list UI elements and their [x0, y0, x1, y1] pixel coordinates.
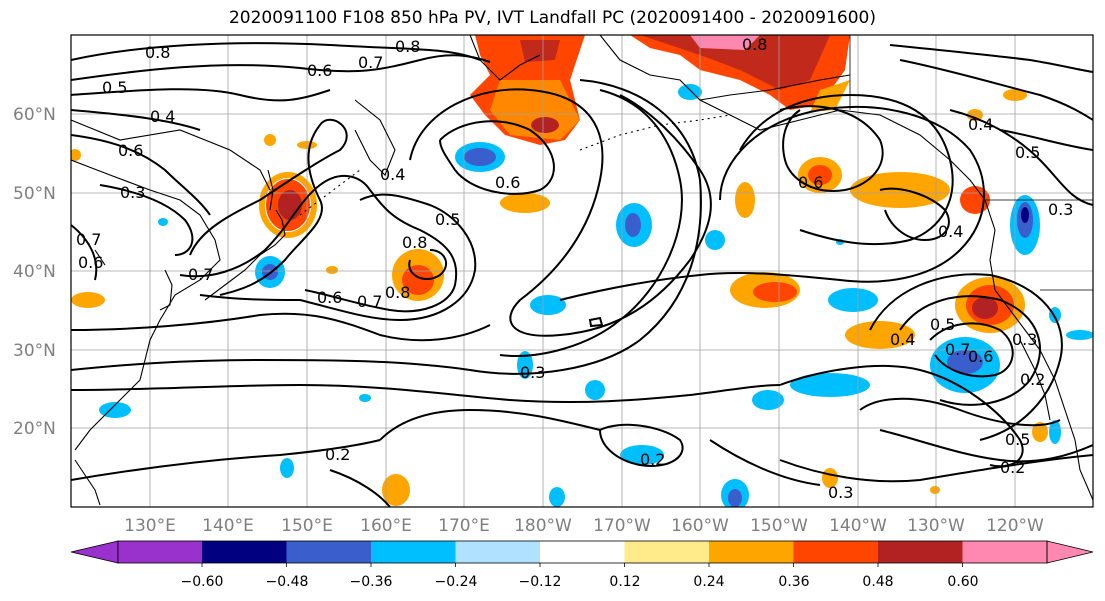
plot-area: 0.8 0.6 0.5 0.4 0.6 0.3 0.7 0.4 0.6 0.7 … — [71, 35, 1093, 507]
contour-label: 0.5 — [1005, 430, 1030, 449]
contour-label: 0.8 — [742, 35, 767, 54]
graticule — [71, 35, 1093, 507]
map-title: 2020091100 F108 850 hPa PV, IVT Landfall… — [228, 8, 876, 28]
colorbar-tick-label: 0.60 — [947, 574, 978, 590]
contour-label: 0.4 — [968, 115, 993, 134]
contour-label: 0.3 — [520, 363, 545, 382]
contour-label: 0.2 — [325, 445, 350, 464]
lon-label: 170°W — [593, 516, 651, 536]
contour-label: 0.2 — [640, 450, 665, 469]
pv-contours — [71, 42, 1093, 507]
lon-label: 130°W — [907, 516, 965, 536]
lon-axis: 130°E 140°E 150°E 160°E 170°E 180°W 170°… — [124, 516, 1044, 536]
colorbar-segment — [540, 541, 625, 563]
lon-label: 170°E — [438, 516, 490, 536]
colorbar-segment — [962, 541, 1047, 563]
contour-label: 0.7 — [76, 230, 101, 249]
lon-label: 150°W — [750, 516, 808, 536]
lon-label: 140°W — [829, 516, 887, 536]
lon-label: 140°E — [202, 516, 254, 536]
contour-label: 0.3 — [120, 183, 145, 202]
colorbar-tick-label: 0.48 — [862, 574, 893, 590]
lon-label: 130°E — [124, 516, 176, 536]
contour-label: 0.6 — [798, 173, 823, 192]
colorbar-extend-high — [1046, 540, 1094, 564]
contour-label: 0.7 — [358, 53, 383, 72]
contour-label: 0.2 — [1020, 370, 1045, 389]
colorbar-tick-label: 0.36 — [778, 574, 809, 590]
contour-label: 0.8 — [145, 43, 170, 62]
lon-label: 150°E — [281, 516, 333, 536]
colorbar-tick-label: −0.60 — [181, 574, 224, 590]
lon-label: 160°W — [671, 516, 729, 536]
contour-label: 0.4 — [938, 222, 963, 241]
colorbar-segment — [455, 541, 541, 563]
contour-label: 0.8 — [395, 37, 420, 56]
colorbar-tick-label: −0.36 — [350, 574, 393, 590]
contour-label: 0.6 — [968, 347, 993, 366]
contour-label: 0.5 — [1015, 143, 1040, 162]
colorbar-segment — [118, 541, 202, 563]
colorbar-tick-label: −0.24 — [435, 574, 478, 590]
contour-labels: 0.8 0.6 0.5 0.4 0.6 0.3 0.7 0.4 0.6 0.7 … — [76, 35, 1073, 502]
lat-label: 60°N — [13, 105, 56, 125]
lon-label: 160°E — [360, 516, 412, 536]
colorbar-segment — [709, 541, 794, 563]
contour-label: 0.6 — [317, 288, 342, 307]
contour-label: 0.7 — [188, 265, 213, 284]
colorbar-segment — [624, 541, 710, 563]
lon-label: 180°W — [514, 516, 572, 536]
contour-label: 0.5 — [435, 210, 460, 229]
colorbar-segment — [202, 541, 287, 563]
contour-label: 0.2 — [1000, 458, 1025, 477]
lat-label: 40°N — [13, 262, 56, 282]
colorbar-tick-label: 0.12 — [609, 574, 640, 590]
lat-label: 30°N — [13, 341, 56, 361]
lon-label: 120°W — [986, 516, 1044, 536]
contour-label: 0.3 — [1048, 200, 1073, 219]
contour-label: 0.5 — [102, 78, 127, 97]
colorbar-frame — [117, 540, 1048, 564]
colorbar-tick-label: −0.12 — [519, 574, 562, 590]
lat-label: 50°N — [13, 184, 56, 204]
contour-label: 0.4 — [890, 330, 915, 349]
colorbar-segment — [793, 541, 879, 563]
contour-label: 0.3 — [1012, 330, 1037, 349]
contour-label: 0.8 — [385, 283, 410, 302]
contour-label: 0.8 — [402, 233, 427, 252]
colorbar-segment — [878, 541, 963, 563]
contour-label: 0.4 — [150, 107, 175, 126]
colorbar-extend-low — [70, 540, 119, 564]
contour-label: 0.6 — [495, 173, 520, 192]
contour-label: 0.3 — [828, 483, 853, 502]
contour-label: 0.7 — [945, 340, 970, 359]
colorbar — [70, 540, 1094, 567]
contour-label: 0.6 — [118, 141, 143, 160]
colorbar-segment — [371, 541, 456, 563]
lat-label: 20°N — [13, 419, 56, 439]
colorbar-segment — [286, 541, 372, 563]
contour-label: 0.4 — [380, 165, 405, 184]
plot-frame — [70, 34, 1094, 508]
contour-label: 0.5 — [930, 315, 955, 334]
colorbar-tick-label: 0.24 — [693, 574, 724, 590]
contour-label: 0.6 — [78, 253, 103, 272]
contour-label: 0.7 — [357, 292, 382, 311]
colorbar-ticks: −0.60 −0.48 −0.36 −0.24 −0.12 0.12 0.24 … — [181, 574, 979, 590]
lat-axis: 20°N 30°N 40°N 50°N 60°N — [13, 105, 56, 439]
contour-label: 0.6 — [307, 61, 332, 80]
colorbar-tick-label: −0.48 — [266, 574, 309, 590]
